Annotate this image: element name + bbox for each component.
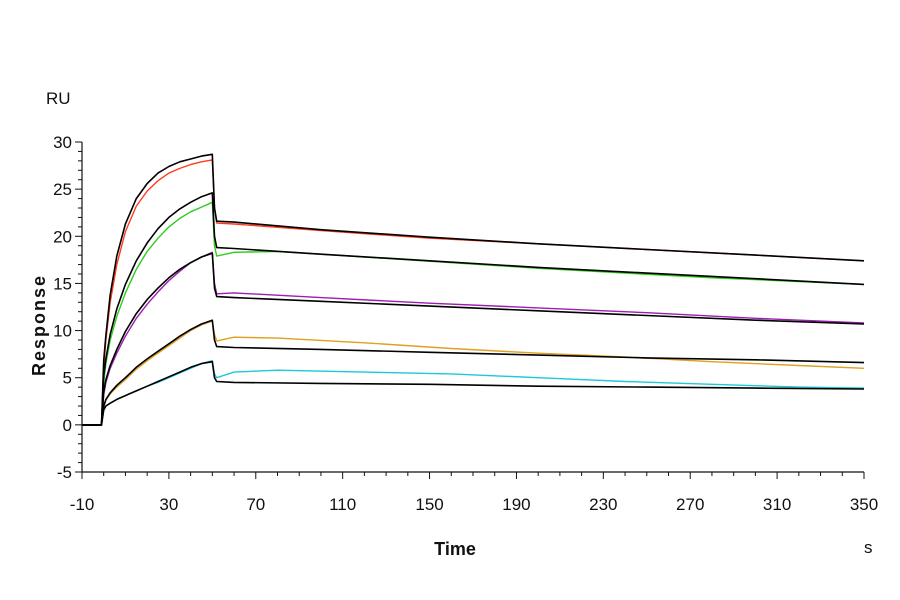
x-tick-label: 30 <box>159 495 178 514</box>
y-unit-label: RU <box>46 89 71 108</box>
y-tick-label: 15 <box>53 274 72 293</box>
x-tick-label: 110 <box>329 495 356 514</box>
x-tick-label: -10 <box>70 495 95 514</box>
x-axis-title: Time <box>434 539 476 559</box>
fit-curve-6 <box>82 192 865 426</box>
fit-curve-8 <box>82 319 865 426</box>
y-tick-label: 25 <box>53 180 72 199</box>
response-curve-4 <box>82 360 865 426</box>
y-tick-label: -5 <box>57 463 72 482</box>
response-curve-3 <box>82 320 865 426</box>
x-tick-label: 70 <box>246 495 265 514</box>
plot-area <box>82 153 865 426</box>
y-tick-label: 20 <box>53 227 72 246</box>
x-unit-label: s <box>864 538 873 557</box>
fit-curve-9 <box>82 360 865 426</box>
y-tick-label: 5 <box>63 369 72 388</box>
axes: -10 30 70 110 150 190 230 270 310 350 -5 0 5 10 15 20 2… <box>53 133 878 514</box>
x-tick-label: 270 <box>676 495 704 514</box>
y-tick-label: 10 <box>53 322 72 341</box>
fit-curve-5 <box>82 153 865 426</box>
response-curve-2 <box>82 251 865 426</box>
x-tick-label: 190 <box>502 495 530 514</box>
y-axis-title: Response <box>29 274 49 376</box>
response-curve-1 <box>82 201 865 426</box>
x-tick-label: 150 <box>415 495 443 514</box>
y-ticks: -5 0 5 10 15 20 25 30 <box>53 133 82 482</box>
y-tick-label: 0 <box>63 416 72 435</box>
x-ticks: -10 30 70 110 150 190 230 270 310 350 <box>70 472 878 514</box>
x-tick-label: 230 <box>589 495 617 514</box>
fit-curve-7 <box>82 252 865 426</box>
x-tick-label: 350 <box>850 495 878 514</box>
x-tick-label: 310 <box>763 495 791 514</box>
y-tick-label: 30 <box>53 133 72 152</box>
